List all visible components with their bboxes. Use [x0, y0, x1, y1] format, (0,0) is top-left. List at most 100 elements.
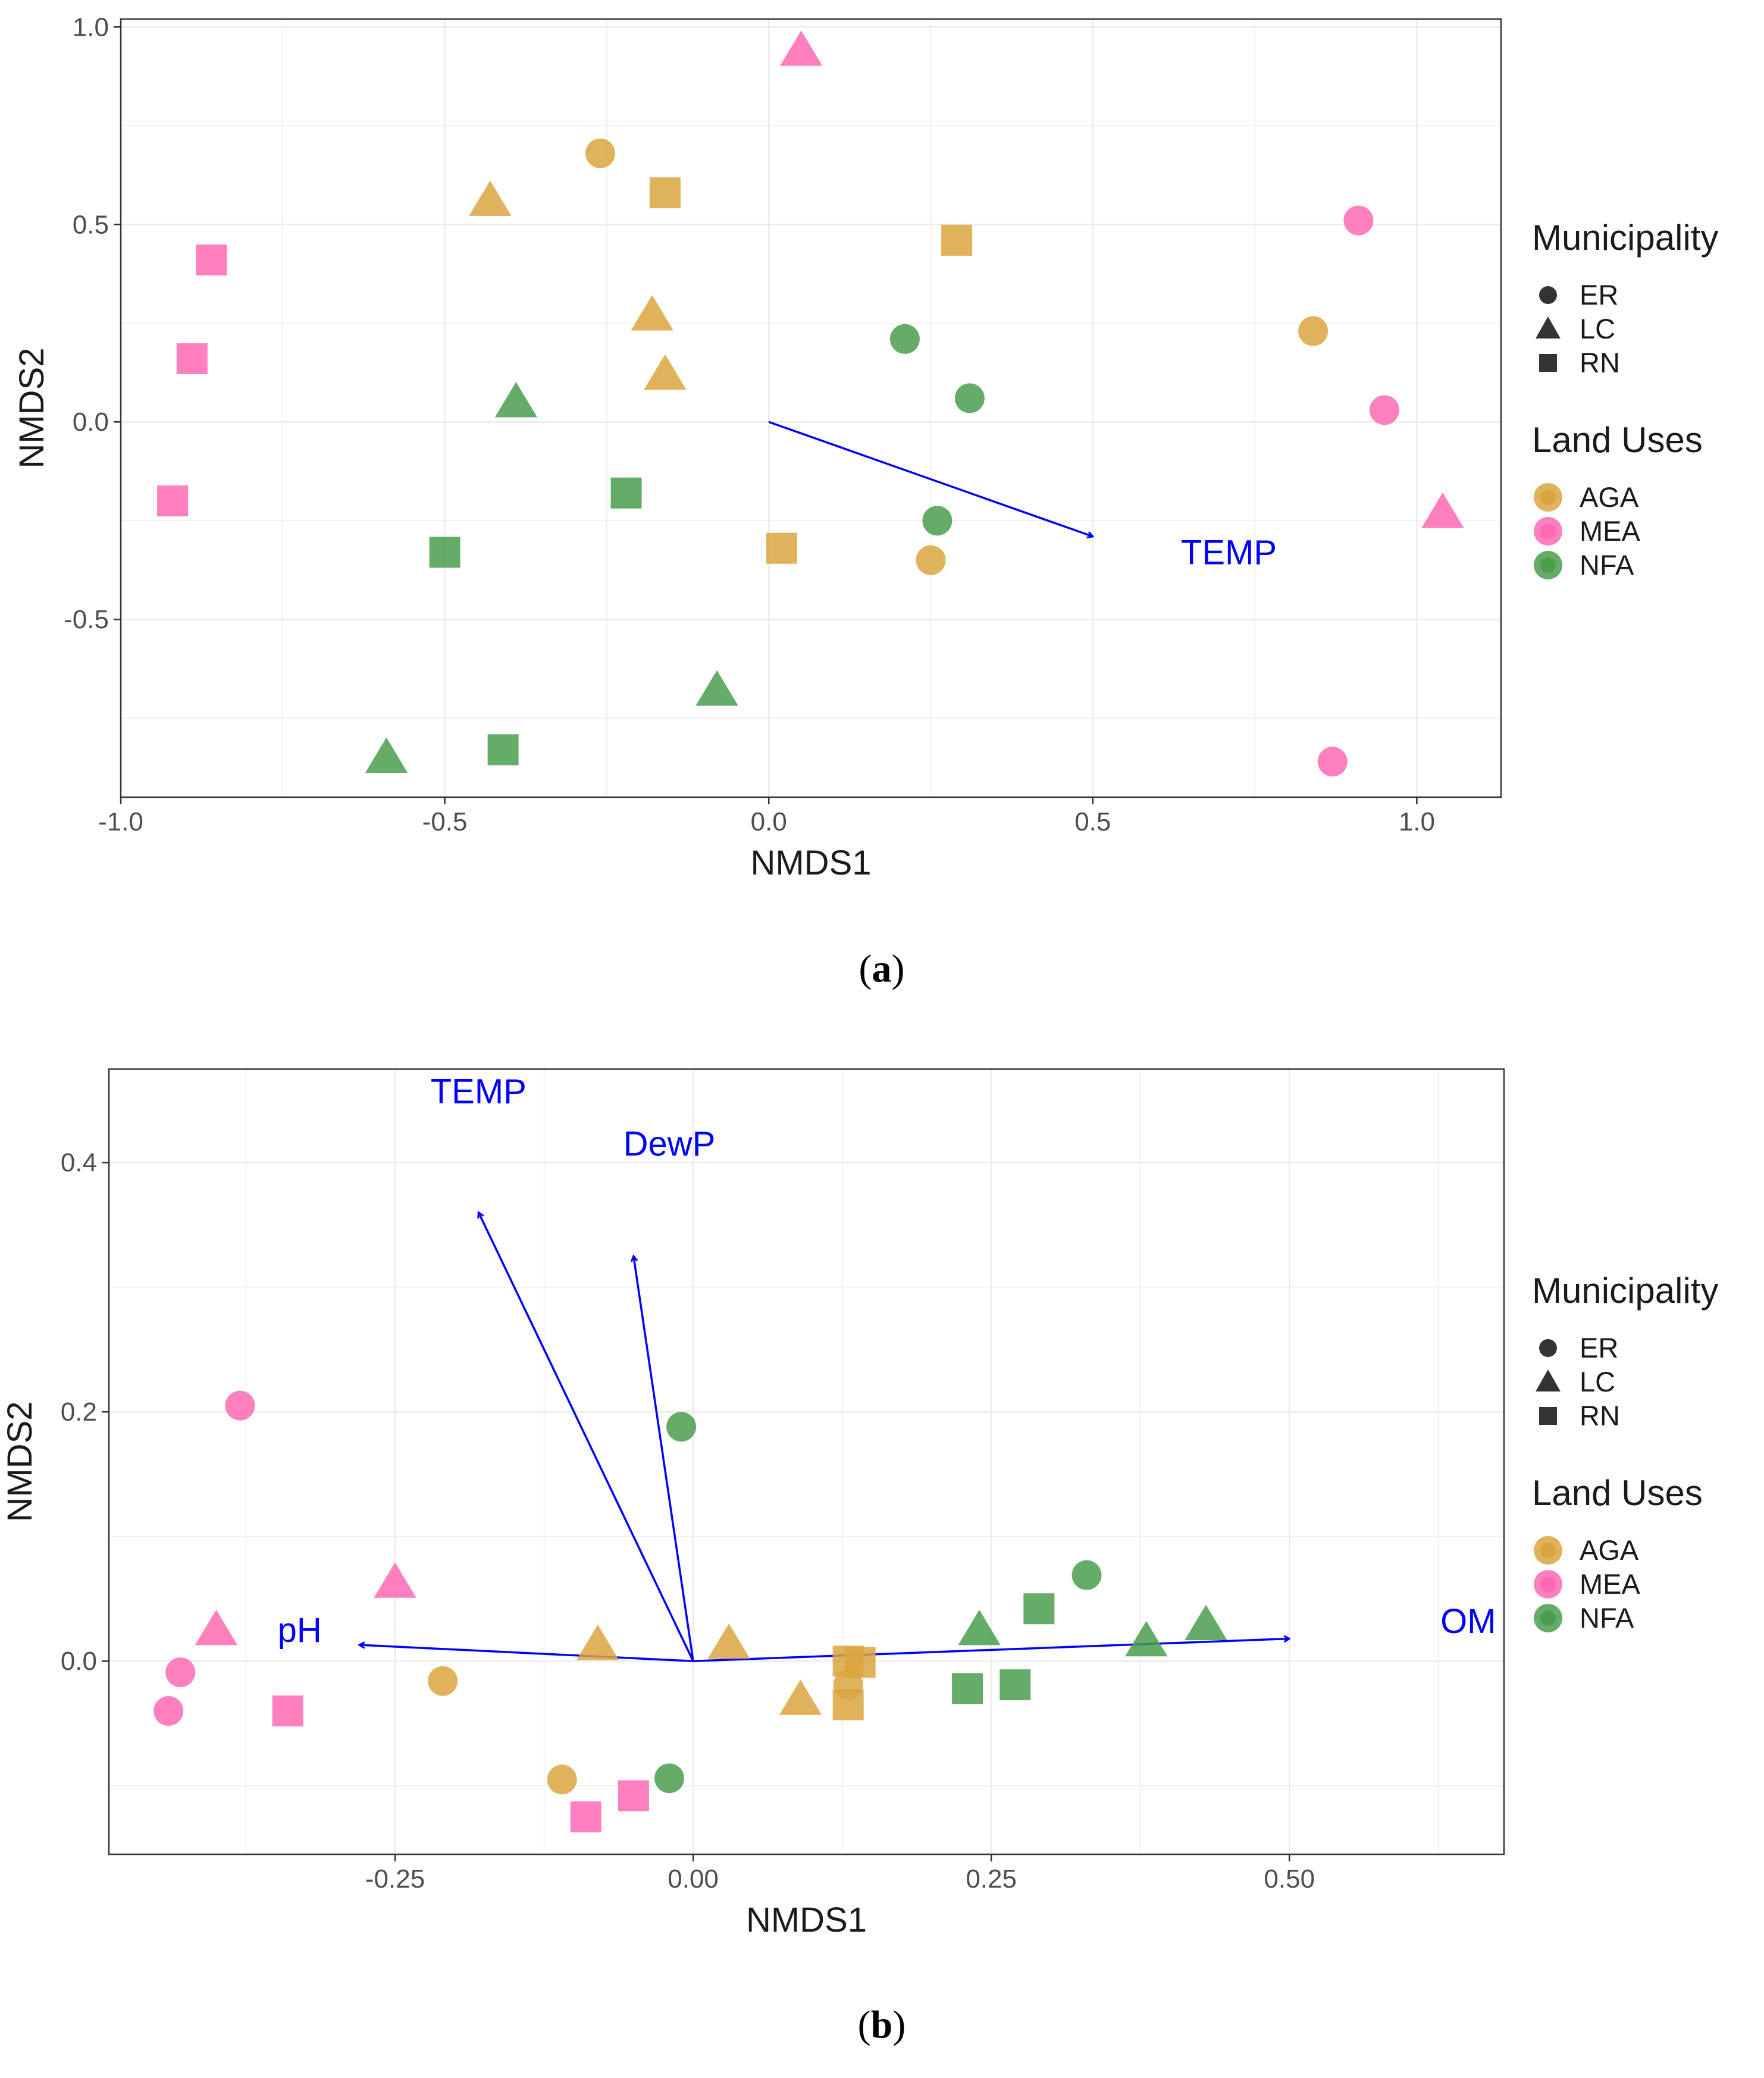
- axes: -1.0 -0.5 0.0 0.5 1.0 -0.5 0.0 0.5 1.0 NMDS1 NMDS2: [12, 12, 1435, 882]
- legend-label: MEA: [1580, 1568, 1641, 1600]
- data-point: [941, 224, 973, 256]
- legend-label: NFA: [1580, 1602, 1634, 1634]
- legend-triangle-icon: [1536, 1369, 1561, 1391]
- x-tick-label: 0.5: [1074, 807, 1111, 836]
- x-tick-label: 0.0: [751, 807, 787, 836]
- x-tick-label: -0.5: [422, 807, 468, 836]
- data-point: [428, 1666, 458, 1696]
- data-point: [469, 180, 512, 216]
- legend-triangle-icon: [1536, 316, 1561, 339]
- legend-color-dot: [1540, 1543, 1556, 1558]
- data-point: [494, 382, 538, 418]
- vector-arrow-temp: [478, 1212, 694, 1662]
- legend-key-nfa: NFA: [1534, 549, 1634, 581]
- vector-arrow-temp: [768, 421, 1093, 537]
- data-point: [153, 1696, 184, 1726]
- legend-key-aga: AGA: [1534, 481, 1639, 513]
- legend-color-dot: [1540, 1610, 1556, 1626]
- data-point: [610, 477, 642, 509]
- x-tick-label: 0.00: [668, 1864, 719, 1894]
- legend-label: NFA: [1580, 549, 1634, 581]
- data-point: [954, 383, 985, 413]
- panel-caption: (b): [858, 2003, 906, 2046]
- data-point: [365, 737, 408, 773]
- legend-color-dot: [1540, 557, 1556, 573]
- data-point: [1000, 1669, 1031, 1701]
- legend-key-er: ER: [1539, 1332, 1618, 1364]
- y-tick-label: 1.0: [73, 12, 109, 42]
- data-point: [374, 1562, 416, 1598]
- data-point: [157, 485, 189, 517]
- data-point: [922, 506, 953, 536]
- data-point: [1071, 1560, 1102, 1590]
- legend-key-rn: RN: [1539, 347, 1620, 378]
- legend-title-land-uses: Land Uses: [1532, 1473, 1703, 1513]
- data-point: [165, 1657, 196, 1688]
- data-point: [429, 537, 460, 568]
- vector-label-temp: TEMP: [431, 1073, 527, 1111]
- data-point: [1125, 1621, 1168, 1657]
- y-tick-label: 0.0: [61, 1647, 97, 1676]
- legend-color-dot: [1540, 490, 1556, 505]
- legend-label: RN: [1580, 1400, 1620, 1431]
- y-axis-title: NMDS2: [1, 1401, 39, 1522]
- legend-square-icon: [1539, 354, 1557, 372]
- legend-key-lc: LC: [1536, 1366, 1615, 1397]
- data-point: [1317, 747, 1348, 777]
- y-axis-title: NMDS2: [12, 347, 51, 468]
- caption-paren-open: (: [859, 947, 872, 991]
- y-tick-label: 0.4: [61, 1148, 97, 1177]
- data-point: [585, 138, 616, 168]
- data-point: [1343, 205, 1374, 236]
- legend-key-mea: MEA: [1534, 515, 1641, 547]
- y-tick-label: -0.5: [64, 605, 109, 634]
- panel-caption: (a): [859, 947, 905, 991]
- y-tick-label: 0.5: [73, 210, 109, 239]
- data-point: [487, 734, 519, 766]
- legend-key-rn: RN: [1539, 1400, 1620, 1431]
- legend-title-municipality: Municipality: [1532, 1271, 1718, 1311]
- chart-panel-a: TEMP -1.0 -0.5 0.0 0.5 1.0 -0.5 0.0 0.5 1.0 NMDS1 N…: [12, 12, 1718, 991]
- data-point: [618, 1780, 649, 1811]
- legend-label: LC: [1580, 313, 1615, 344]
- plot-background: [109, 1069, 1504, 1854]
- legend-key-mea: MEA: [1534, 1568, 1641, 1600]
- legend-key-aga: AGA: [1534, 1534, 1639, 1566]
- plot-border: [120, 18, 1502, 798]
- caption-paren-open: (: [858, 2003, 871, 2046]
- legend-circle-icon: [1539, 286, 1557, 304]
- vector-label-ph: pH: [278, 1611, 322, 1650]
- legend-square-icon: [1539, 1407, 1557, 1425]
- data-point: [779, 30, 823, 66]
- x-axis-title: NMDS1: [750, 844, 871, 882]
- data-point: [916, 545, 946, 575]
- data-point: [196, 245, 227, 276]
- data-point: [707, 1623, 750, 1659]
- legend-label: MEA: [1580, 515, 1641, 547]
- data-point: [1369, 395, 1399, 425]
- data-point: [570, 1801, 601, 1833]
- data-point: [695, 670, 738, 706]
- points: [157, 30, 1464, 777]
- data-point: [889, 324, 920, 354]
- legend-circle-icon: [1539, 1339, 1557, 1357]
- x-tick-label: 0.50: [1264, 1864, 1315, 1894]
- environmental-vectors: TEMP: [768, 421, 1277, 572]
- data-point: [654, 1763, 685, 1794]
- points: [153, 1390, 1227, 1833]
- caption-paren-close: ): [892, 947, 905, 991]
- data-point: [649, 177, 681, 209]
- legend-label: AGA: [1580, 1534, 1639, 1566]
- data-point: [952, 1673, 983, 1704]
- environmental-vectors: TEMP DewP pH OM: [278, 1073, 1496, 1662]
- legend-label: RN: [1580, 347, 1620, 378]
- axes: -0.25 0.00 0.25 0.50 0.0 0.2 0.4 NMDS1 NMDS2: [1, 1148, 1315, 1939]
- vector-label-om: OM: [1440, 1602, 1496, 1641]
- legend-color-dot: [1540, 524, 1556, 539]
- data-point: [272, 1695, 303, 1727]
- data-point: [225, 1390, 255, 1421]
- legend-key-er: ER: [1539, 279, 1618, 311]
